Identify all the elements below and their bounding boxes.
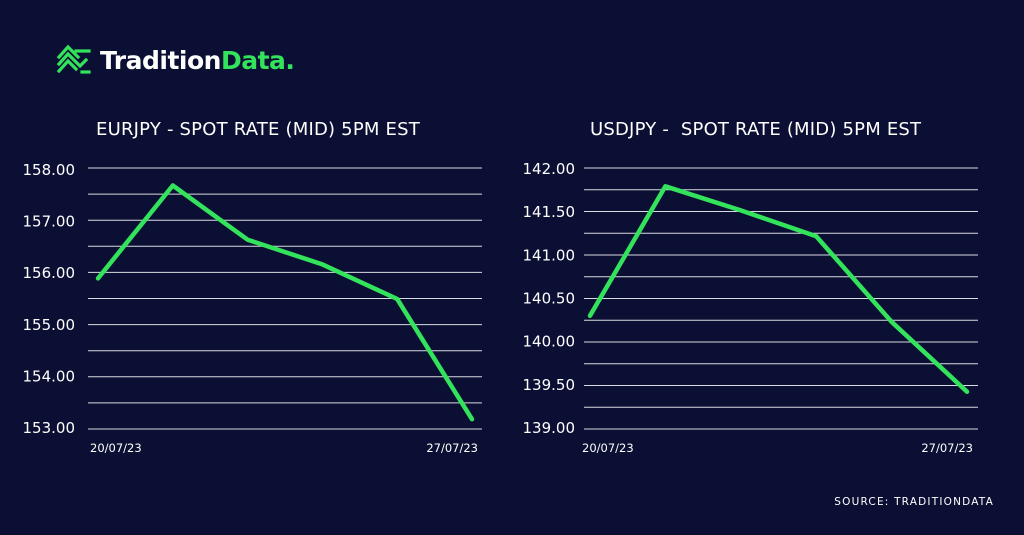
eurjpy-y-tick-label: 157.00 [23, 213, 76, 231]
usdjpy-y-tick-label: 141.50 [523, 203, 576, 221]
usdjpy-y-tick-label: 141.00 [523, 246, 576, 264]
brand-name: TraditionData. [100, 45, 295, 75]
eurjpy-y-tick-label: 153.00 [23, 419, 76, 437]
usdjpy-x-tick-label: 20/07/23 [582, 441, 634, 455]
usdjpy-y-tick-label: 140.50 [523, 290, 576, 308]
brand-name-part1: Tradition [100, 45, 221, 75]
eurjpy-y-tick-label: 155.00 [23, 316, 76, 334]
tradition-data-logo-icon [56, 44, 91, 74]
eurjpy-x-tick-label: 20/07/23 [90, 441, 142, 455]
usdjpy-chart-title: USDJPY - SPOT RATE (MID) 5PM EST [590, 119, 922, 140]
usdjpy-y-tick-label: 142.00 [523, 160, 576, 178]
source-note: SOURCE: TRADITIONDATA [834, 496, 994, 508]
usdjpy-y-tick-label: 140.00 [523, 333, 576, 351]
eurjpy-chart-title: EURJPY - SPOT RATE (MID) 5PM EST [96, 119, 420, 140]
eurjpy-y-tick-label: 156.00 [23, 264, 76, 282]
eurjpy-series-line [95, 183, 475, 422]
usdjpy-x-tick-label: 27/07/23 [921, 441, 973, 455]
brand-logo: TraditionData. [56, 44, 295, 76]
usdjpy-series-line [587, 184, 970, 394]
usdjpy-y-tick-label: 139.00 [523, 419, 576, 437]
eurjpy-y-tick-label: 158.00 [23, 161, 76, 179]
eurjpy-x-tick-label: 27/07/23 [426, 441, 478, 455]
brand-name-part2: Data. [220, 45, 295, 75]
usdjpy-y-tick-label: 139.50 [523, 376, 576, 394]
eurjpy-y-tick-label: 154.00 [23, 367, 76, 385]
